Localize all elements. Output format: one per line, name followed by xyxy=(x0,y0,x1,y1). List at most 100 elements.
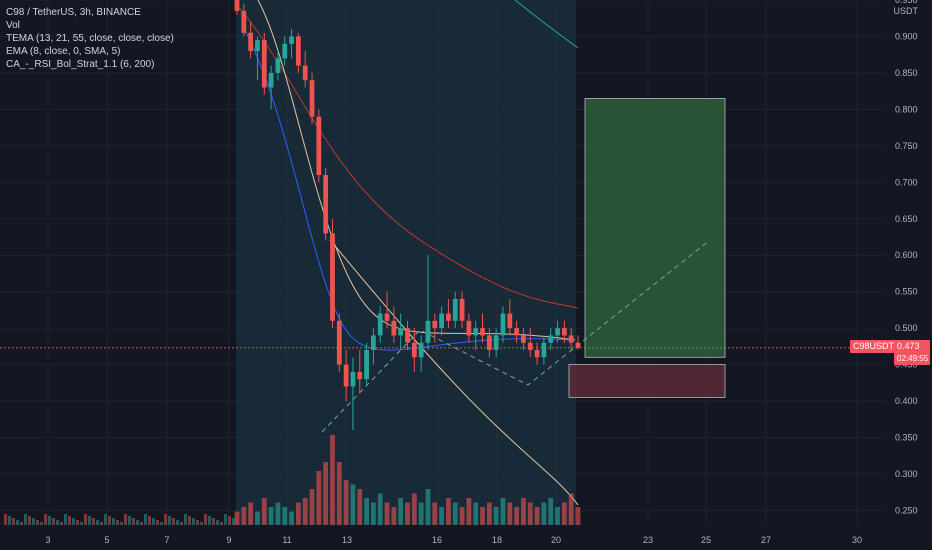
volume-bar xyxy=(575,507,581,525)
teal-line xyxy=(514,0,579,49)
candle-body xyxy=(336,320,342,365)
candle-body xyxy=(548,335,554,343)
volume-bar xyxy=(232,518,235,525)
volume-bar xyxy=(268,507,274,525)
volume-bar xyxy=(56,520,59,525)
candle-body xyxy=(241,10,247,33)
candle-body xyxy=(255,40,260,52)
volume-bar xyxy=(255,511,260,525)
x-tick-label: 18 xyxy=(492,535,502,545)
volume-bar xyxy=(248,502,254,525)
x-tick-label: 9 xyxy=(226,535,231,545)
volume-bar xyxy=(493,507,499,525)
bollinger-band-region xyxy=(236,0,576,525)
volume-bar xyxy=(136,520,139,525)
volume-bar xyxy=(500,498,506,525)
volume-bar xyxy=(425,489,431,525)
price-axis[interactable]: 0.950 0.900 0.850 0.800 0.750 0.700 0.650 0.600… xyxy=(895,0,918,515)
position-zones[interactable] xyxy=(568,98,726,398)
x-tick-label: 27 xyxy=(761,535,771,545)
legend-tema[interactable]: TEMA (13, 21, 55, close, close, close) xyxy=(6,33,174,44)
volume-bar xyxy=(521,498,526,525)
candle-body xyxy=(500,313,506,336)
volume-bar xyxy=(316,471,322,525)
volume-bar xyxy=(452,502,458,525)
y-tick-label: 0.700 xyxy=(895,177,918,187)
candle-body xyxy=(289,36,294,44)
volume-bar xyxy=(527,502,533,525)
volume-bar xyxy=(220,522,223,525)
volume-bar xyxy=(132,518,135,525)
candle-body xyxy=(234,0,240,11)
ema-red-line xyxy=(236,4,579,309)
volume-bar xyxy=(8,516,11,525)
candle-body xyxy=(480,328,485,336)
volume-bar xyxy=(196,520,199,525)
volume-bar xyxy=(234,511,240,525)
x-tick-label: 30 xyxy=(852,535,862,545)
legend-vol[interactable]: Vol xyxy=(6,20,20,31)
volume-bar xyxy=(48,516,51,525)
volume-bar xyxy=(100,522,103,525)
candle-body xyxy=(405,328,410,343)
candle-body xyxy=(446,313,451,321)
y-tick-label: 0.350 xyxy=(895,433,918,443)
candle-body xyxy=(418,342,424,358)
volume-bar xyxy=(568,493,574,525)
volume-bar xyxy=(323,462,329,525)
candle-body xyxy=(459,298,465,321)
y-tick-label: 0.300 xyxy=(895,469,918,479)
volume-bar xyxy=(384,502,390,525)
candle-body xyxy=(473,328,479,336)
volume-bar xyxy=(76,520,79,525)
y-tick-label: 0.900 xyxy=(895,31,918,41)
volume-bar xyxy=(104,514,107,525)
candle-body xyxy=(398,328,404,336)
volume-bar xyxy=(357,489,363,525)
volume-bar xyxy=(391,507,397,525)
candle-body xyxy=(561,328,567,336)
volume-bar xyxy=(168,516,171,525)
volume-bar xyxy=(418,502,424,525)
volume-bar xyxy=(411,493,417,525)
volume-bar xyxy=(188,516,191,525)
y-tick-label: 0.250 xyxy=(895,505,918,515)
legend-ema[interactable]: EMA (8, close, 0, SMA, 5) xyxy=(6,46,121,57)
legend-symbol[interactable]: C98 / TetherUS, 3h, BINANCE xyxy=(6,7,141,18)
volume-bar xyxy=(108,516,111,525)
volume-bar xyxy=(309,489,315,525)
x-tick-label: 25 xyxy=(701,535,711,545)
volume-bar xyxy=(192,518,195,525)
legend-strategy[interactable]: CA_-_RSI_Bol_Strat_1.1 (6, 200) xyxy=(6,59,155,70)
volume-bar xyxy=(377,493,383,525)
volume-bar xyxy=(156,520,159,525)
y-tick-label: 0.400 xyxy=(895,396,918,406)
candle-body xyxy=(268,72,274,88)
volume-bar xyxy=(405,502,410,525)
volume-bar xyxy=(548,498,554,525)
volume-bars xyxy=(4,435,581,525)
volume-bar xyxy=(480,507,485,525)
x-tick-label: 5 xyxy=(104,535,109,545)
candle-body xyxy=(377,313,383,336)
volume-bar xyxy=(144,514,147,525)
time-axis[interactable]: 3 5 7 9 11 13 16 18 20 23 25 27 30 xyxy=(45,535,862,545)
volume-bar xyxy=(208,516,211,525)
volume-bar xyxy=(534,507,540,525)
candle-body xyxy=(302,65,308,81)
volume-bar xyxy=(160,522,163,525)
volume-bar xyxy=(116,520,119,525)
volume-bar xyxy=(282,507,288,525)
volume-bar xyxy=(432,502,438,525)
y-tick-label: 0.600 xyxy=(895,250,918,260)
volume-bar xyxy=(507,502,513,525)
y-tick-label: 0.850 xyxy=(895,68,918,78)
candle-body xyxy=(466,320,472,336)
volume-bar xyxy=(459,507,465,525)
candle-body xyxy=(555,328,560,336)
volume-bar xyxy=(40,522,43,525)
volume-bar xyxy=(80,522,83,525)
candle-body xyxy=(309,80,315,117)
candle-body xyxy=(357,371,363,380)
